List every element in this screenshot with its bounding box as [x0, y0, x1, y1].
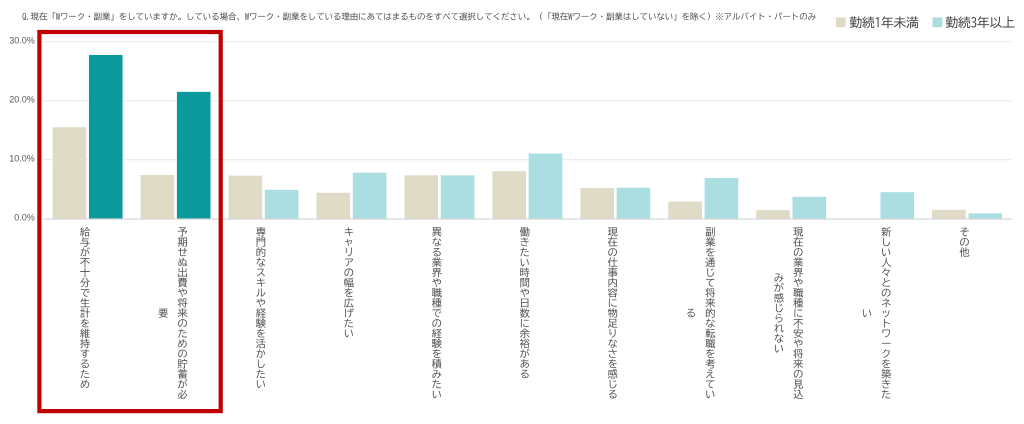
svg-text:10.0%: 10.0%: [9, 153, 35, 163]
svg-text:30.0%: 30.0%: [9, 35, 35, 45]
svg-text:0.0%: 0.0%: [14, 212, 35, 222]
svg-text:20.0%: 20.0%: [9, 94, 35, 104]
